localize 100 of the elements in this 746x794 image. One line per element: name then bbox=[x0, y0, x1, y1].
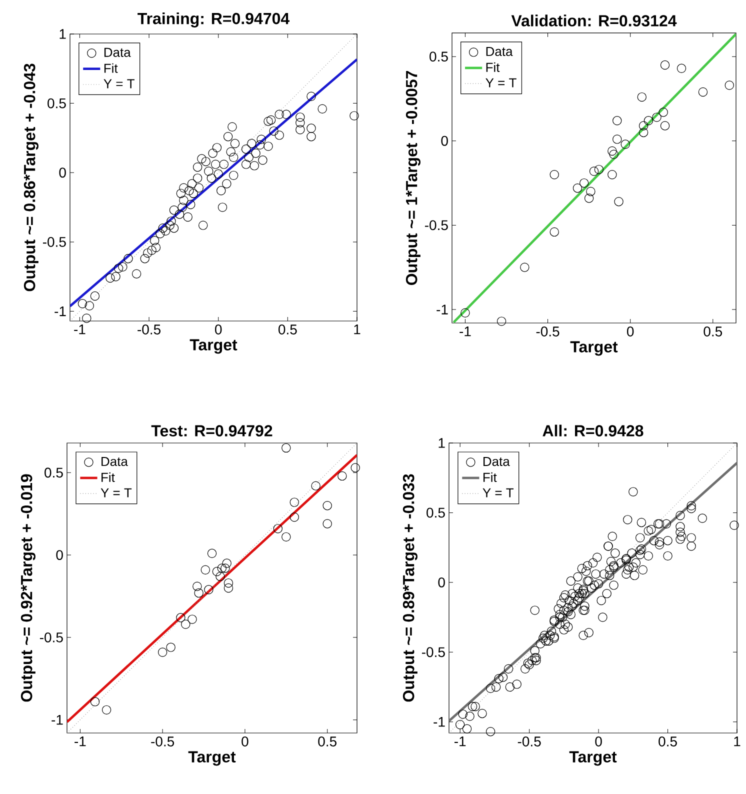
y-axis-title: Output ~= 0.89*Target + -0.033 bbox=[402, 474, 418, 702]
x-axis-title: Target bbox=[190, 339, 238, 354]
point bbox=[322, 519, 332, 528]
y-tick-label: 0.5 bbox=[48, 98, 66, 108]
point bbox=[282, 532, 291, 542]
y-axis-title: Output ~= 0.92*Target + -0.019 bbox=[20, 474, 36, 702]
point bbox=[584, 194, 594, 203]
y-tick-label: 0.5 bbox=[430, 52, 448, 62]
y-tick-label: 0 bbox=[441, 136, 448, 146]
point bbox=[217, 564, 226, 573]
point bbox=[224, 578, 234, 588]
point bbox=[194, 588, 204, 598]
legend-label: Y = T bbox=[486, 78, 516, 88]
point bbox=[580, 178, 589, 188]
point bbox=[614, 196, 624, 206]
point bbox=[612, 116, 622, 126]
point bbox=[550, 227, 559, 237]
point bbox=[638, 128, 648, 138]
x-axis-title: Target bbox=[570, 341, 618, 356]
point bbox=[460, 308, 470, 318]
x-tick-label: -1 bbox=[460, 326, 471, 336]
point bbox=[520, 262, 530, 272]
y-tick-label: 0 bbox=[59, 168, 66, 178]
point bbox=[311, 481, 320, 490]
legend-label: Data bbox=[104, 48, 131, 57]
point bbox=[200, 565, 210, 574]
x-tick-label: 0.5 bbox=[278, 324, 297, 334]
point bbox=[90, 697, 100, 706]
x-tick-label: 0.5 bbox=[318, 736, 336, 746]
x-tick-label: -1 bbox=[454, 736, 466, 746]
legend-label: Fit bbox=[483, 472, 497, 482]
y-axis-title: Output ~= 1*Target + -0.0057 bbox=[406, 71, 420, 285]
point bbox=[608, 170, 617, 180]
point bbox=[589, 166, 599, 176]
point bbox=[212, 566, 222, 576]
point bbox=[609, 150, 618, 159]
point bbox=[192, 582, 202, 591]
x-tick-label: -0.5 bbox=[138, 324, 161, 334]
point bbox=[550, 170, 559, 180]
point bbox=[350, 463, 360, 472]
point bbox=[612, 134, 622, 144]
x-tick-label: 0.5 bbox=[658, 736, 677, 746]
point bbox=[290, 512, 299, 522]
y-tick-label: -0.5 bbox=[42, 236, 66, 247]
point bbox=[660, 121, 670, 130]
point bbox=[676, 64, 686, 73]
point bbox=[158, 648, 168, 657]
chart-title: All: R=0.9428 bbox=[542, 424, 644, 436]
point bbox=[166, 642, 176, 652]
point bbox=[638, 121, 648, 130]
chart-title: Validation: R=0.93124 bbox=[511, 14, 677, 26]
x-tick-label: -0.5 bbox=[151, 736, 174, 746]
point bbox=[586, 186, 596, 196]
legend-label: Fit bbox=[486, 62, 500, 72]
legend-label: Y = T bbox=[104, 79, 134, 88]
point bbox=[220, 564, 230, 573]
y-tick-label: -1 bbox=[436, 304, 448, 314]
point bbox=[572, 184, 582, 193]
x-axis-title: Target bbox=[569, 751, 617, 766]
point bbox=[496, 316, 506, 326]
legend-label: Data bbox=[102, 456, 128, 466]
chart-title: Test: R=0.94792 bbox=[151, 425, 272, 436]
y-axis-title: Output ~= 0.86*Target + -0.043 bbox=[24, 64, 38, 292]
x-tick-label: 0.5 bbox=[704, 326, 722, 336]
point bbox=[660, 60, 670, 70]
point bbox=[273, 524, 283, 534]
x-tick-label: 1 bbox=[354, 324, 360, 334]
legend-label: Fit bbox=[102, 472, 115, 482]
chart-title: Training: R=0.94704 bbox=[138, 12, 290, 28]
y-tick-label: -1 bbox=[52, 715, 63, 725]
y-tick-label: 0 bbox=[438, 577, 445, 588]
y-tick-label: 0.5 bbox=[44, 468, 63, 478]
point bbox=[724, 80, 734, 90]
x-tick-label: 0 bbox=[595, 736, 602, 746]
point bbox=[207, 548, 217, 558]
y-tick-label: 1 bbox=[438, 438, 445, 448]
point bbox=[222, 558, 232, 568]
x-tick-label: 1 bbox=[734, 736, 740, 746]
point bbox=[224, 583, 234, 593]
point bbox=[698, 87, 708, 97]
point bbox=[181, 620, 190, 629]
y-tick-label: -0.5 bbox=[40, 632, 63, 642]
point bbox=[608, 146, 617, 156]
y-tick-label: -0.5 bbox=[422, 647, 445, 658]
point bbox=[176, 613, 186, 622]
y-tick-label: 0.5 bbox=[426, 508, 445, 518]
legend-label: Data bbox=[486, 46, 513, 56]
point bbox=[204, 585, 214, 594]
point bbox=[644, 116, 654, 126]
x-tick-label: 0 bbox=[242, 736, 248, 746]
legend-label: Data bbox=[483, 457, 510, 466]
x-tick-label: -0.5 bbox=[536, 326, 560, 336]
y-tick-label: -0.5 bbox=[424, 220, 448, 230]
legend-label: Y = T bbox=[100, 488, 132, 498]
x-tick-label: 0 bbox=[626, 326, 634, 336]
y-tick-label: -1 bbox=[434, 717, 445, 727]
x-tick-label: -1 bbox=[74, 736, 86, 746]
x-tick-label: -0.5 bbox=[518, 736, 541, 746]
point bbox=[102, 705, 112, 715]
point bbox=[620, 140, 630, 149]
